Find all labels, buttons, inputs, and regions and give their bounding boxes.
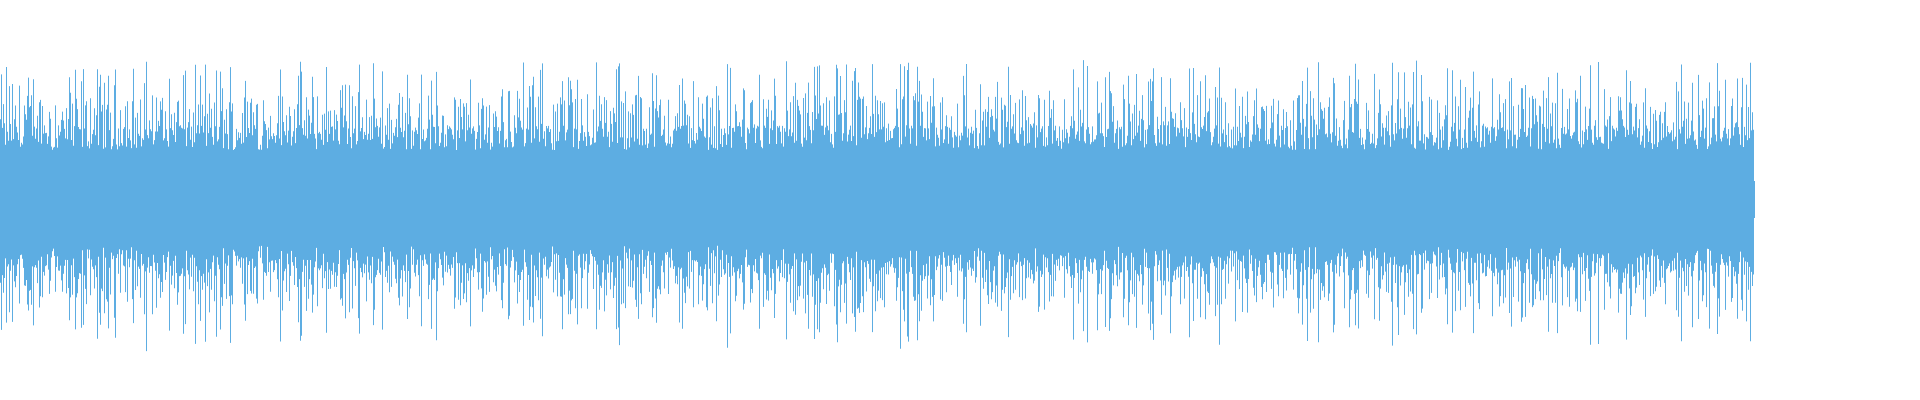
waveform-bars: [0, 60, 1755, 352]
